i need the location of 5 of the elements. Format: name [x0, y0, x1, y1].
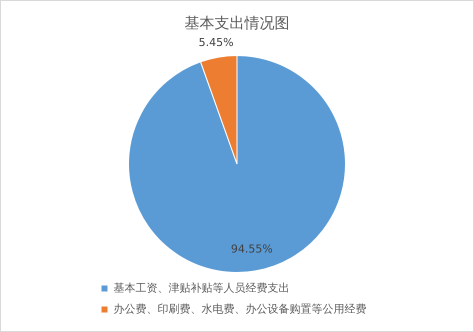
chart-title: 基本支出情况图 [184, 14, 290, 32]
data-label: 5.45% [198, 36, 234, 50]
data-label: 94.55% [230, 242, 273, 256]
legend-label: 基本工资、津贴补贴等人员经费支出 [114, 281, 290, 294]
legend-label: 办公费、印刷费、水电费、办公设备购置等公用经费 [114, 302, 366, 316]
